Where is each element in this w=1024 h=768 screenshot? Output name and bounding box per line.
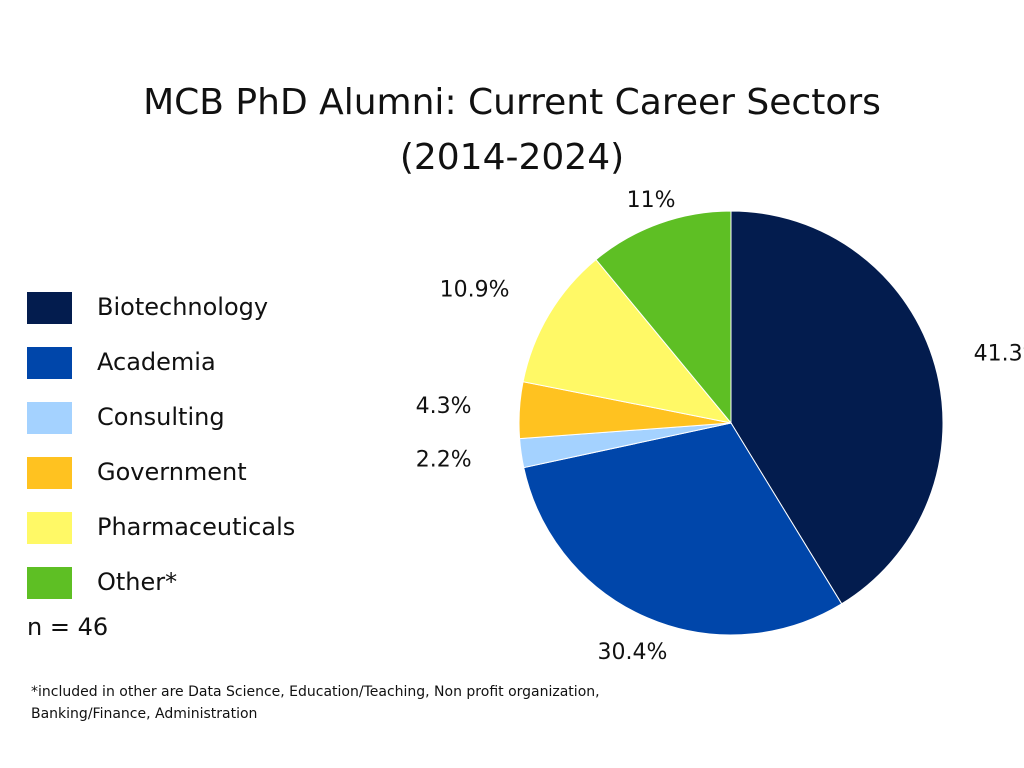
legend-swatch (27, 402, 72, 434)
slice-percent-label: 4.3% (416, 394, 472, 419)
legend-label: Biotechnology (97, 293, 269, 321)
legend-item: Government (27, 457, 357, 489)
footnote-line: *included in other are Data Science, Edu… (31, 684, 600, 700)
legend-label: Academia (97, 348, 216, 376)
legend-swatch (27, 347, 72, 379)
legend-label: Government (97, 458, 247, 486)
slice-percent-label: 30.4% (598, 640, 668, 665)
legend-swatch (27, 512, 72, 544)
pie-slice (523, 422, 843, 636)
pie-slice (522, 258, 733, 424)
footnote-line: Banking/Finance, Administration (31, 706, 258, 722)
slice-percent-label: 2.2% (416, 447, 472, 472)
footnote: *included in other are Data Science, Edu… (31, 681, 631, 725)
pie-slice (730, 210, 944, 605)
legend-swatch (27, 457, 72, 489)
pie-slice (595, 210, 732, 425)
sample-size-label: n = 46 (27, 613, 109, 641)
slice-percent-label: 10.9% (440, 278, 510, 303)
legend-swatch (27, 292, 72, 324)
legend-item: Pharmaceuticals (27, 512, 357, 544)
slice-percent-label: 11% (627, 188, 676, 213)
legend-label: Pharmaceuticals (97, 513, 296, 541)
chart-title: MCB PhD Alumni: Current Career Sectors (143, 82, 881, 123)
legend-item: Consulting (27, 402, 357, 434)
legend-label: Consulting (97, 403, 225, 431)
legend-item: Biotechnology (27, 292, 357, 324)
legend-label: Other* (97, 568, 178, 596)
chart-subtitle: (2014-2024) (399, 137, 625, 178)
slice-percent-label: 41.3% (974, 342, 1024, 367)
legend-item: Other* (27, 567, 357, 599)
legend-item: Academia (27, 347, 357, 379)
legend-swatch (27, 567, 72, 599)
